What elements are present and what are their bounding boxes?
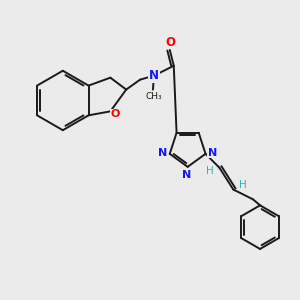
Text: O: O [111, 109, 120, 119]
Text: N: N [149, 69, 159, 82]
Text: N: N [208, 148, 217, 158]
Text: H: H [206, 166, 213, 176]
Text: N: N [182, 170, 191, 180]
Text: N: N [158, 148, 167, 158]
Text: CH₃: CH₃ [146, 92, 162, 101]
Text: O: O [166, 35, 176, 49]
Text: H: H [239, 179, 247, 190]
